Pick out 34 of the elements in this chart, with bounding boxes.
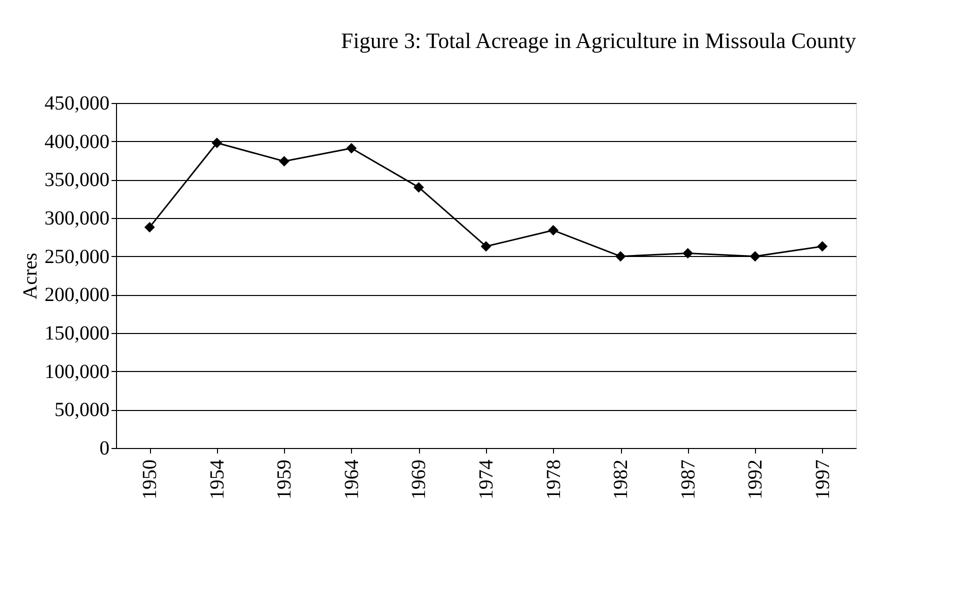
- point: [278, 156, 290, 167]
- point: [144, 222, 155, 232]
- y-tick-label: 250,000: [44, 246, 110, 268]
- x-tick-label: 1950: [139, 460, 162, 500]
- point: [750, 251, 760, 262]
- x-tick-label: 1992: [744, 460, 767, 500]
- point: [817, 241, 828, 252]
- x-tick-label: 1964: [340, 460, 363, 500]
- y-tick-label: 50,000: [54, 399, 110, 422]
- y-tick-label: 300,000: [44, 208, 110, 230]
- point: [346, 142, 357, 154]
- y-tick-label: 450,000: [44, 92, 110, 114]
- point: [480, 241, 492, 252]
- y-tick-label: 100,000: [44, 360, 110, 383]
- x-tick-label: 1982: [610, 460, 632, 500]
- x-tick-label: 1969: [408, 460, 430, 500]
- y-tick-label: 0: [100, 438, 110, 460]
- chart-title: Figure 3: Total Acreage in Agriculture in Missoula County: [341, 28, 856, 53]
- point: [548, 225, 559, 236]
- point: [615, 251, 626, 262]
- y-tick-label: 150,000: [44, 322, 110, 344]
- y-tick-label: 350,000: [44, 169, 110, 192]
- point: [413, 182, 424, 193]
- y-tick-label: 400,000: [44, 130, 110, 153]
- x-tick-label: 1987: [677, 460, 700, 500]
- point: [212, 138, 222, 148]
- x-tick-label: 1959: [274, 460, 296, 500]
- y-tick-label: 200,000: [44, 284, 110, 306]
- x-tick-label: 1997: [812, 460, 834, 500]
- point: [682, 248, 694, 259]
- y-axis-title: Acres: [20, 252, 42, 300]
- x-tick-label: 1978: [542, 460, 565, 500]
- x-tick-label: 1974: [476, 460, 498, 500]
- x-tick-label: 1954: [206, 460, 228, 500]
